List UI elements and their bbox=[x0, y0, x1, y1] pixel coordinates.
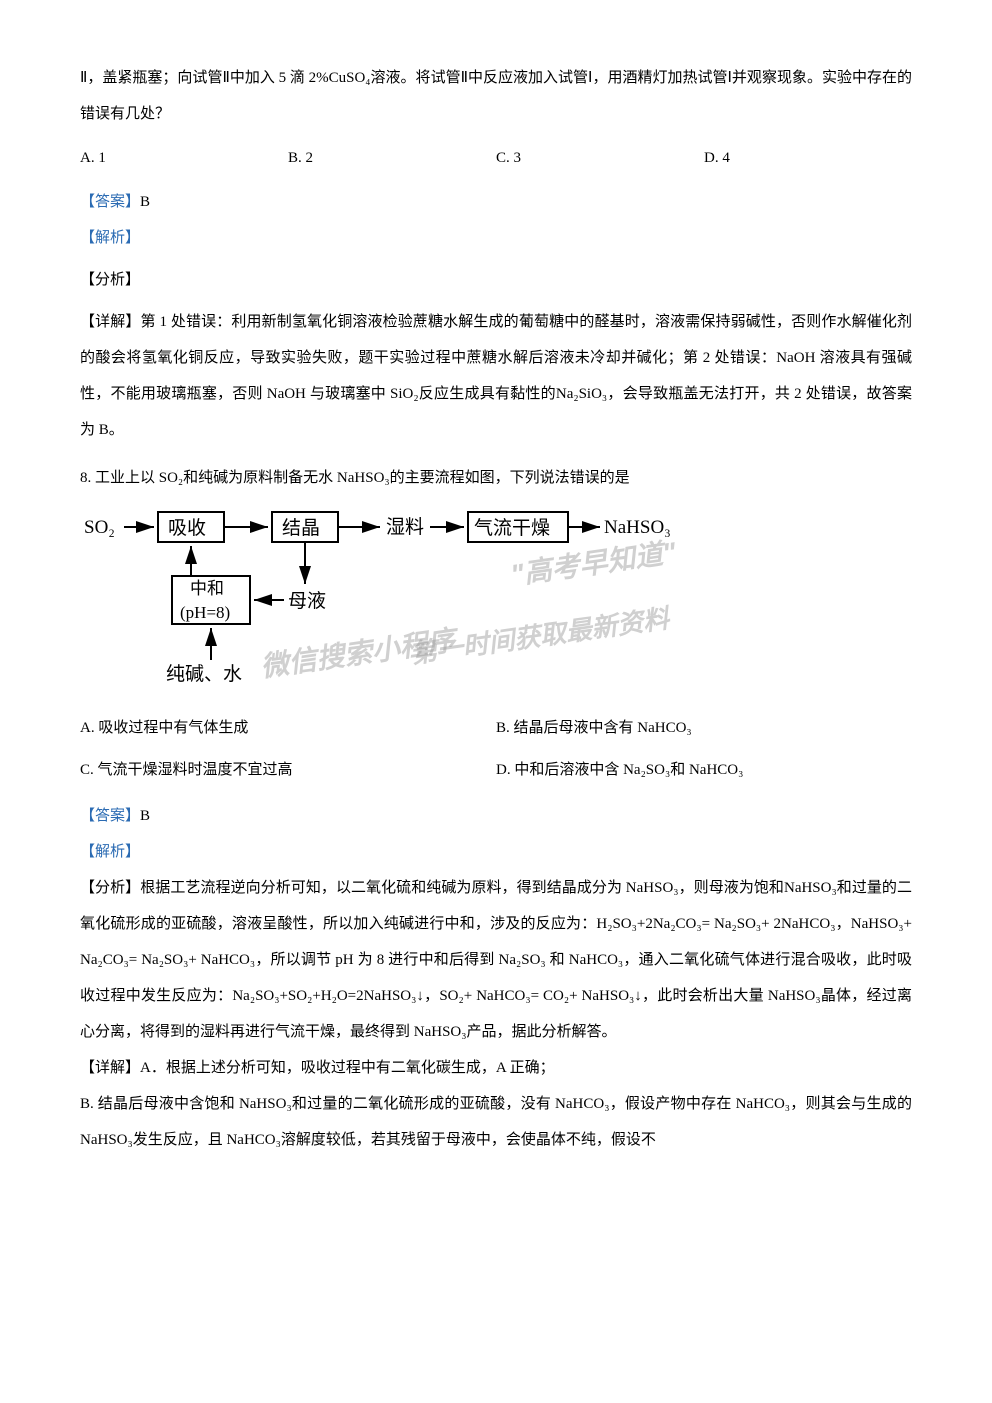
opt-b: B. 2 bbox=[288, 140, 496, 176]
q8-opt-a: A. 吸收过程中有气体生成 bbox=[80, 710, 496, 746]
xiangjie7: 【详解】第 1 处错误：利用新制氢氧化铜溶液检验蔗糖水解生成的葡萄糖中的醛基时，… bbox=[80, 304, 912, 448]
diagram-wrap: SO₂ 吸收 结晶 湿料 气流干燥 NaHSO₃ 中和 (pH=8) 母液 bbox=[80, 510, 912, 700]
xiangjie8a: 【详解】A．根据上述分析可知，吸收过程中有二氧化碳生成，A 正确； bbox=[80, 1050, 912, 1086]
answer-label-8: 【答案】 bbox=[80, 808, 140, 824]
node-xishou: 吸收 bbox=[168, 517, 206, 539]
q8-opt-b: B. 结晶后母液中含有 NaHCO₃ bbox=[496, 710, 912, 746]
q8-opt-c: C. 气流干燥湿料时温度不宜过高 bbox=[80, 752, 496, 788]
node-nahso3: NaHSO₃ bbox=[604, 517, 671, 538]
jiexi-label-8: 【解析】 bbox=[80, 834, 912, 870]
fenxi7-label: 【分析】 bbox=[80, 262, 912, 298]
answer-value-8: B bbox=[140, 808, 150, 824]
node-shiliao: 湿料 bbox=[386, 516, 424, 538]
flow-diagram: SO₂ 吸收 结晶 湿料 气流干燥 NaHSO₃ 中和 (pH=8) 母液 bbox=[80, 510, 730, 700]
q8-answer: 【答案】B bbox=[80, 798, 912, 834]
opt-d: D. 4 bbox=[704, 140, 912, 176]
xiangjie8b: B. 结晶后母液中含饱和 NaHSO₃和过量的二氧化硫形成的亚硫酸，没有 NaH… bbox=[80, 1086, 912, 1158]
jiexi-label: 【解析】 bbox=[80, 220, 912, 256]
opt-c: C. 3 bbox=[496, 140, 704, 176]
node-zhonghe1: 中和 bbox=[190, 579, 224, 598]
q8-options: A. 吸收过程中有气体生成 B. 结晶后母液中含有 NaHCO₃ C. 气流干燥… bbox=[80, 710, 912, 788]
answer-value: B bbox=[140, 194, 150, 210]
intro-paragraph: Ⅱ，盖紧瓶塞；向试管Ⅱ中加入 5 滴 2%CuSO₄溶液。将试管Ⅱ中反应液加入试… bbox=[80, 60, 912, 132]
answer-label: 【答案】 bbox=[80, 194, 140, 210]
q8-stem: 8. 工业上以 SO₂和纯碱为原料制备无水 NaHSO₃的主要流程如图，下列说法… bbox=[80, 460, 912, 496]
node-so2: SO₂ bbox=[84, 517, 115, 538]
opt-a: A. 1 bbox=[80, 140, 288, 176]
node-zhonghe2: (pH=8) bbox=[180, 603, 230, 622]
node-muye: 母液 bbox=[288, 590, 326, 612]
q8-opt-d: D. 中和后溶液中含 Na₂SO₃和 NaHCO₃ bbox=[496, 752, 912, 788]
node-qiliu: 气流干燥 bbox=[474, 517, 550, 539]
q7-answer: 【答案】B bbox=[80, 184, 912, 220]
fenxi8: 【分析】根据工艺流程逆向分析可知，以二氧化硫和纯碱为原料，得到结晶成分为 NaH… bbox=[80, 870, 912, 1050]
flowchart-svg: SO₂ 吸收 结晶 湿料 气流干燥 NaHSO₃ 中和 (pH=8) 母液 bbox=[80, 510, 700, 690]
node-chunjian: 纯碱、水 bbox=[166, 663, 242, 685]
node-jiejing: 结晶 bbox=[282, 517, 320, 539]
q7-options: A. 1 B. 2 C. 3 D. 4 bbox=[80, 140, 912, 176]
